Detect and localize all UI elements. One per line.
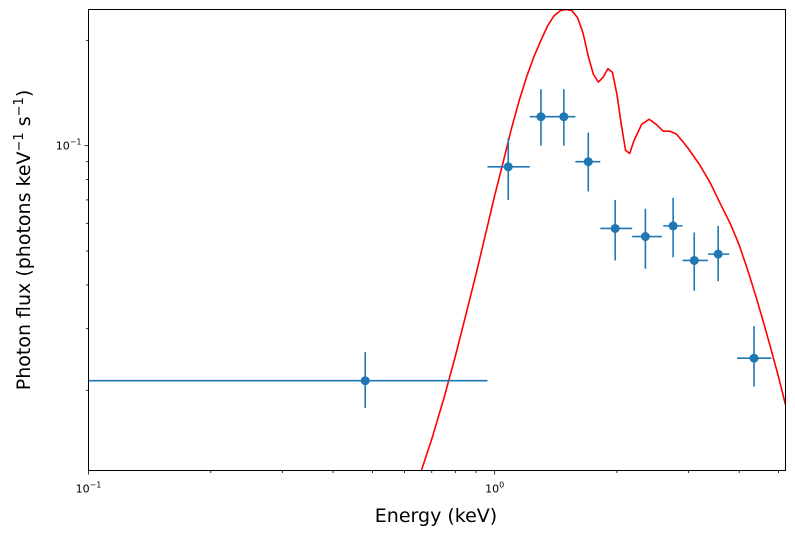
data-point: [88, 352, 488, 409]
point-marker: [559, 112, 569, 122]
data-point: [529, 89, 552, 146]
point-marker: [713, 249, 723, 259]
data-point: [487, 138, 530, 200]
plot-frame: [88, 9, 786, 471]
point-marker: [503, 162, 513, 172]
axis-ticks: 10−1 100 10−1: [56, 39, 779, 496]
x-tick-label: 100: [485, 481, 504, 496]
y-axis-title-prefix: Photon flux (photons keV: [13, 151, 35, 390]
model-curve: [420, 9, 786, 471]
point-marker: [689, 255, 699, 265]
data-point: [632, 208, 662, 269]
point-marker: [749, 353, 759, 363]
y-axis-title-sup2: −1: [12, 97, 27, 116]
model-curve-layer: [420, 9, 786, 471]
y-tick-label: 10−1: [56, 138, 82, 153]
data-point: [663, 197, 683, 258]
y-axis-title: Photon flux (photons keV−1 s−1): [12, 90, 35, 391]
data-point: [575, 132, 601, 192]
y-axis-title-sup1: −1: [12, 132, 27, 151]
x-axis-title: Energy (keV): [375, 505, 497, 527]
data-points-layer: [88, 89, 772, 409]
point-marker: [583, 157, 593, 167]
point-marker: [640, 232, 650, 242]
x-tick-label: 10−1: [76, 481, 102, 496]
point-marker: [610, 223, 620, 233]
data-point: [707, 225, 730, 282]
y-axis-title-mid: s: [13, 116, 35, 132]
y-axis-title-suffix: ): [13, 90, 35, 97]
data-point: [682, 232, 708, 291]
data-point: [551, 89, 576, 146]
point-marker: [668, 221, 678, 231]
point-marker: [360, 376, 370, 386]
data-point: [737, 326, 772, 387]
data-point: [600, 199, 633, 261]
point-marker: [536, 112, 546, 122]
